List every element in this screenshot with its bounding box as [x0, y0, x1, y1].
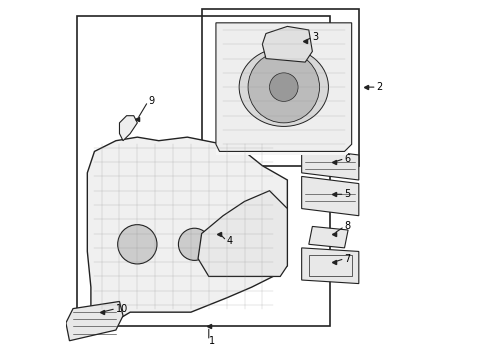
Polygon shape — [308, 226, 347, 248]
Polygon shape — [301, 248, 358, 284]
Text: 7: 7 — [344, 253, 350, 264]
Polygon shape — [262, 26, 312, 62]
Polygon shape — [87, 137, 287, 323]
Text: 8: 8 — [344, 221, 350, 231]
Polygon shape — [301, 148, 358, 180]
Text: 4: 4 — [226, 236, 232, 246]
Text: 10: 10 — [116, 303, 128, 314]
Polygon shape — [198, 191, 287, 276]
Text: 3: 3 — [312, 32, 318, 42]
Polygon shape — [66, 301, 123, 341]
Polygon shape — [119, 116, 137, 141]
Text: 6: 6 — [344, 154, 350, 163]
Polygon shape — [216, 23, 351, 152]
Text: 2: 2 — [376, 82, 382, 92]
Circle shape — [247, 51, 319, 123]
Circle shape — [178, 228, 210, 260]
Text: 9: 9 — [148, 96, 154, 107]
Circle shape — [269, 73, 298, 102]
Text: 1: 1 — [208, 336, 214, 346]
Polygon shape — [301, 176, 358, 216]
Polygon shape — [216, 23, 347, 155]
Circle shape — [118, 225, 157, 264]
Ellipse shape — [239, 48, 328, 126]
Text: 5: 5 — [344, 189, 350, 199]
